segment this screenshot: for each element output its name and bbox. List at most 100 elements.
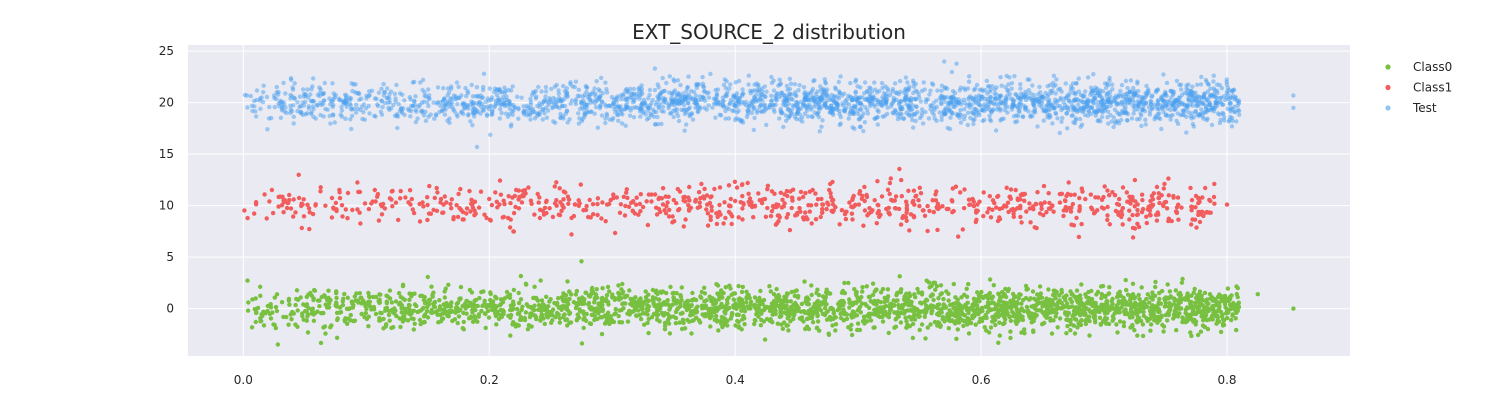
data-point (890, 110, 895, 116)
data-point (518, 297, 524, 302)
data-point (588, 307, 594, 312)
data-point (949, 318, 955, 323)
data-point (671, 114, 676, 120)
data-point (392, 91, 398, 97)
data-point (1130, 212, 1135, 218)
data-point (1035, 190, 1040, 195)
data-point (412, 321, 417, 326)
data-point (1053, 91, 1059, 96)
data-point (712, 186, 717, 192)
data-point (804, 299, 810, 305)
data-point (1037, 284, 1043, 289)
data-point (1235, 285, 1241, 291)
data-point (417, 201, 422, 207)
data-point (844, 209, 849, 214)
data-point (946, 298, 951, 303)
data-point (668, 284, 673, 290)
data-point (520, 193, 525, 198)
data-point (605, 310, 611, 315)
data-point (410, 207, 415, 212)
data-point (744, 300, 749, 305)
data-point (877, 314, 883, 320)
data-point (995, 194, 1000, 199)
data-point (464, 311, 469, 316)
data-point (846, 116, 851, 121)
data-point (1099, 291, 1105, 297)
data-point (870, 281, 876, 286)
data-point (732, 179, 738, 184)
data-point (1045, 298, 1050, 303)
data-point (956, 302, 961, 308)
data-point (1170, 112, 1175, 118)
data-point (559, 208, 564, 213)
data-point (268, 305, 274, 310)
data-point (971, 312, 977, 317)
data-point (1057, 293, 1062, 298)
data-point (687, 206, 692, 212)
data-point (705, 223, 711, 228)
data-point (259, 312, 264, 317)
data-point (295, 324, 300, 329)
data-point (1074, 307, 1080, 312)
data-point (507, 295, 513, 300)
data-point (281, 80, 286, 86)
data-point (488, 291, 493, 297)
data-point (513, 204, 518, 210)
data-point (1074, 215, 1079, 221)
data-point (654, 288, 659, 293)
data-point (933, 198, 939, 203)
data-point (812, 301, 817, 306)
data-point (511, 302, 516, 307)
data-point (1097, 315, 1103, 320)
data-point (408, 114, 413, 119)
data-point (935, 227, 940, 233)
data-point (802, 309, 807, 315)
data-point (734, 312, 740, 317)
data-point (970, 302, 975, 308)
data-point (1021, 308, 1027, 314)
data-point (870, 208, 875, 213)
data-point (568, 101, 573, 106)
data-point (731, 291, 736, 296)
data-point (337, 310, 342, 315)
data-point (689, 331, 694, 336)
data-point (1039, 295, 1045, 300)
data-point (1104, 104, 1109, 110)
data-point (862, 120, 868, 125)
data-point (710, 105, 715, 110)
data-point (1004, 204, 1009, 209)
data-point (681, 198, 686, 203)
data-point (865, 313, 870, 318)
data-point (1072, 316, 1078, 322)
data-point (334, 304, 339, 309)
data-point (1005, 304, 1011, 310)
data-point (1046, 191, 1051, 196)
data-point (961, 323, 966, 329)
data-point (1042, 313, 1047, 318)
data-point (1174, 205, 1180, 210)
data-point (603, 219, 608, 224)
data-point (1110, 296, 1115, 302)
data-point (501, 198, 506, 203)
data-point (1190, 309, 1196, 315)
data-point (1072, 192, 1077, 197)
data-point (519, 200, 525, 205)
data-point (288, 206, 294, 211)
data-point (866, 294, 872, 300)
data-point (666, 214, 672, 219)
data-point (1109, 119, 1115, 124)
data-point (880, 319, 886, 324)
data-point (345, 216, 350, 221)
data-point (678, 293, 683, 298)
data-point (274, 308, 280, 314)
data-point (664, 80, 669, 86)
data-point (245, 308, 251, 313)
data-point (863, 97, 868, 103)
data-point (556, 88, 561, 93)
data-point (550, 307, 556, 312)
data-point (643, 289, 648, 294)
data-point (1069, 205, 1074, 210)
data-point (373, 199, 378, 204)
data-point (423, 312, 428, 317)
data-point (249, 325, 255, 330)
